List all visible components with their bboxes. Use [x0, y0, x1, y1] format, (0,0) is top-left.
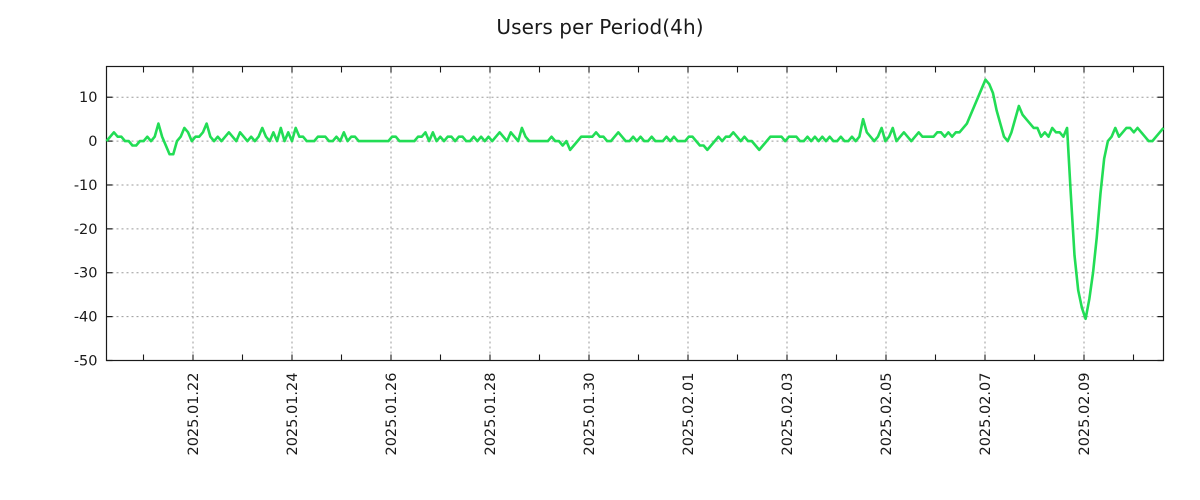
y-axis-tick-label: 10 [79, 90, 97, 106]
series-line [105, 78, 1165, 321]
x-axis-tick-label: 2025.02.05 [879, 373, 895, 456]
chart-title: Users per Period(4h) [496, 15, 704, 39]
x-axis-tick-label: 2025.02.07 [978, 373, 994, 456]
x-axis-tick-label: 2025.01.22 [186, 373, 202, 456]
x-axis-tick-label: 2025.01.30 [582, 373, 598, 456]
y-axis-labels: 10 0 -10 -20 -30 -40 -50 [74, 90, 98, 369]
y-axis-tick-label: -10 [74, 178, 98, 194]
y-axis-tick-label: -40 [74, 310, 98, 326]
data-series-layer [105, 78, 1165, 321]
plot-border [105, 65, 1165, 362]
x-axis-tick-label: 2025.02.03 [780, 373, 796, 456]
tick-marks-layer [106, 66, 1164, 362]
x-axis-tick-label: 2025.02.09 [1077, 373, 1093, 456]
grid-layer [106, 66, 1164, 361]
y-axis-tick-label: -30 [74, 266, 98, 282]
x-axis-tick-label: 2025.01.28 [483, 373, 499, 456]
x-axis-tick-label: 2025.02.01 [681, 373, 697, 456]
y-axis-tick-label: 0 [88, 134, 97, 150]
y-axis-tick-label: -20 [74, 222, 98, 238]
plot-frame [105, 65, 1165, 362]
y-axis-tick-label: -50 [74, 354, 98, 370]
x-axis-tick-label: 2025.01.26 [384, 373, 400, 456]
x-axis-tick-label: 2025.01.24 [285, 373, 301, 456]
x-axis-labels: 2025.01.22 2025.01.24 2025.01.26 2025.01.28… [186, 373, 1093, 456]
